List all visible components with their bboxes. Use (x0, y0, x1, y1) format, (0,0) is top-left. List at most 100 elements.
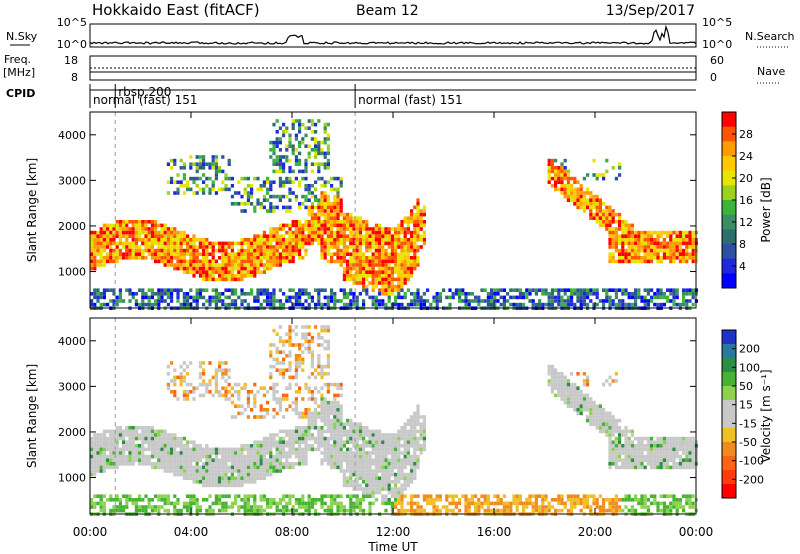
heatmap-cell (256, 187, 260, 192)
heatmap-cell (192, 234, 196, 238)
heatmap-cell (163, 508, 167, 513)
heatmap-cell (496, 299, 500, 303)
heatmap-cell (278, 361, 282, 365)
heatmap-cell (189, 155, 193, 159)
heatmap-cell (304, 144, 308, 148)
heatmap-cell (246, 458, 250, 462)
heatmap-cell (208, 451, 212, 455)
heatmap-cell (634, 302, 638, 307)
heatmap-cell (250, 266, 254, 271)
heatmap-cell (672, 299, 676, 303)
heatmap-cell (109, 433, 113, 437)
heatmap-cell (355, 245, 359, 249)
heatmap-cell (138, 234, 142, 238)
heatmap-cell (349, 259, 353, 264)
heatmap-cell (173, 469, 177, 473)
heatmap-cell (285, 386, 289, 390)
heatmap-cell (275, 155, 279, 159)
heatmap-cell (394, 256, 398, 260)
heatmap-cell (282, 238, 286, 242)
heatmap-cell (125, 462, 129, 466)
heatmap-cell (416, 263, 420, 267)
heatmap-cell (486, 292, 490, 296)
heatmap-cell (374, 480, 378, 484)
heatmap-cell (272, 433, 276, 437)
heatmap-cell (368, 494, 372, 498)
heatmap-cell (173, 245, 177, 249)
heatmap-cell (422, 422, 426, 426)
heatmap-cell (515, 302, 519, 307)
heatmap-cell (390, 292, 394, 296)
heatmap-cell (253, 209, 257, 213)
heatmap-cell (109, 230, 113, 235)
heatmap-cell (301, 361, 305, 365)
heatmap-cell (224, 390, 228, 394)
heatmap-cell (189, 476, 193, 480)
heatmap-cell (429, 501, 433, 506)
heatmap-cell (138, 252, 142, 256)
heatmap-cell (346, 220, 350, 224)
heatmap-cell (643, 230, 647, 235)
heatmap-cell (237, 382, 241, 387)
heatmap-cell (256, 259, 260, 264)
heatmap-cell (582, 205, 586, 210)
heatmap-cell (259, 259, 263, 264)
heatmap-cell (221, 454, 225, 459)
heatmap-cell (326, 422, 330, 426)
heatmap-cell (230, 386, 234, 390)
heatmap-cell (589, 198, 593, 202)
heatmap-cell (349, 498, 353, 502)
heatmap-cell (147, 299, 151, 303)
heatmap-cell (381, 281, 385, 285)
heatmap-cell (410, 469, 414, 473)
heatmap-cell (176, 241, 180, 246)
heatmap-cell (218, 245, 222, 249)
heatmap-cell (269, 465, 273, 470)
heatmap-cell (614, 259, 618, 264)
heatmap-cell (557, 295, 561, 300)
heatmap-cell (173, 379, 177, 383)
heatmap-cell (438, 498, 442, 502)
heatmap-cell (240, 241, 244, 246)
heatmap-cell (230, 476, 234, 480)
heatmap-cell (432, 295, 436, 300)
heatmap-cell (221, 480, 225, 484)
heatmap-cell (243, 447, 247, 452)
heatmap-cell (323, 205, 327, 210)
heatmap-cell (246, 508, 250, 513)
heatmap-cell (144, 245, 148, 249)
heatmap-cell (198, 295, 202, 300)
heatmap-cell (419, 422, 423, 426)
heatmap-cell (330, 288, 334, 292)
heatmap-cell (378, 263, 382, 267)
heatmap-cell (566, 288, 570, 292)
heatmap-cell (141, 433, 145, 437)
heatmap-cell (218, 458, 222, 462)
heatmap-cell (506, 292, 510, 296)
heatmap-cell (499, 295, 503, 300)
heatmap-cell (253, 241, 257, 246)
heatmap-cell (102, 288, 106, 292)
heatmap-cell (266, 292, 270, 296)
heatmap-cell (336, 191, 340, 195)
heatmap-cell (90, 436, 94, 441)
heatmap-cell (259, 202, 263, 206)
heatmap-cell (346, 465, 350, 470)
heatmap-cell (93, 458, 97, 462)
heatmap-cell (99, 433, 103, 437)
heatmap-cell (298, 505, 302, 509)
heatmap-cell (266, 411, 270, 416)
heatmap-cell (576, 295, 580, 300)
heatmap-cell (304, 382, 308, 387)
heatmap-cell (214, 472, 218, 477)
heatmap-cell (227, 390, 231, 394)
heatmap-cell (112, 433, 116, 437)
heatmap-cell (563, 158, 567, 163)
heatmap-cell (138, 256, 142, 260)
heatmap-cell (266, 501, 270, 506)
heatmap-cell (173, 241, 177, 246)
heatmap-cell (144, 238, 148, 242)
heatmap-cell (160, 498, 164, 502)
heatmap-cell (586, 187, 590, 192)
heatmap-cell (221, 375, 225, 380)
